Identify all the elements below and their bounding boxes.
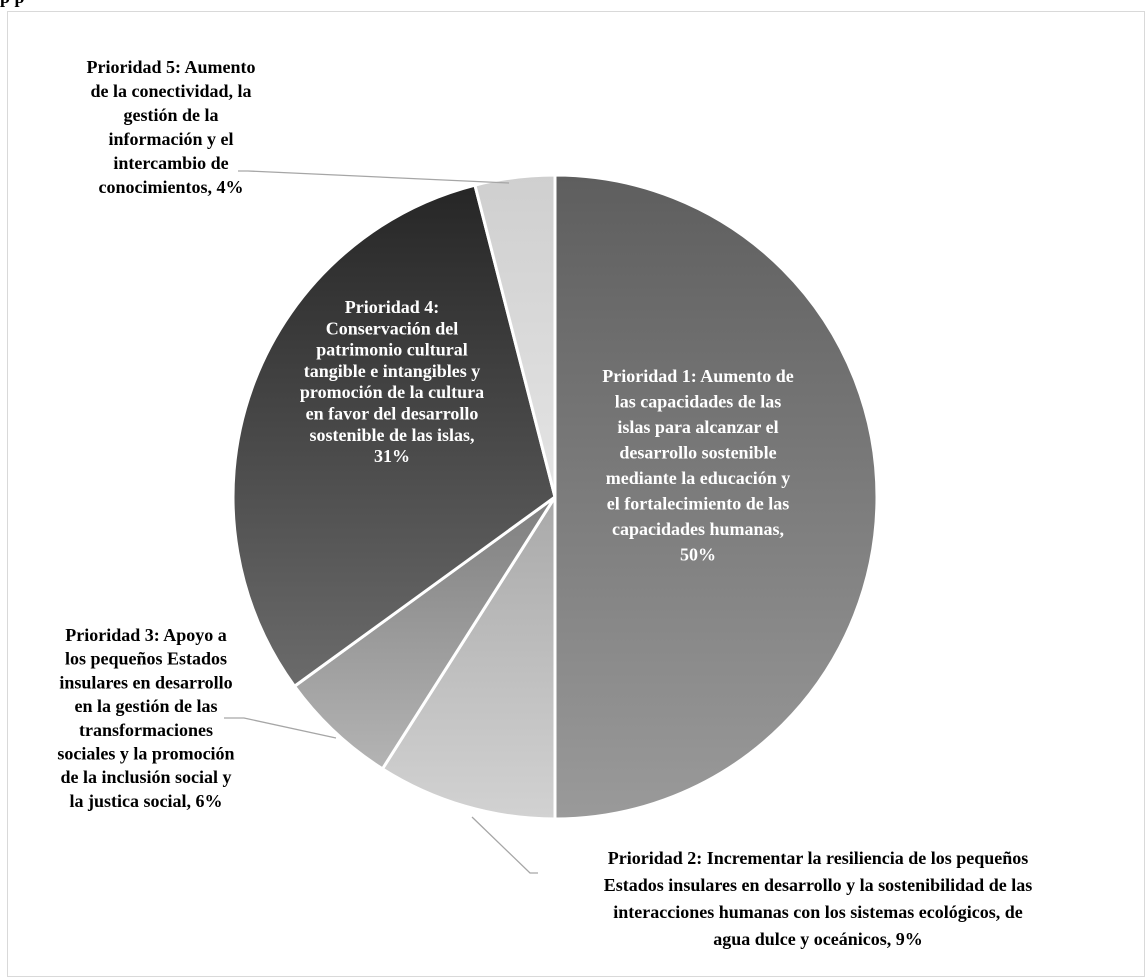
data-label-5-line: intercambio de — [113, 153, 228, 173]
data-label-5-line: conocimientos, 4% — [99, 177, 244, 197]
data-label-2-line: Estados insulares en desarrollo y la sos… — [604, 875, 1032, 895]
data-label-4-line: en favor del desarrollo — [306, 404, 479, 424]
data-label-2-line: interacciones humanas con los sistemas e… — [613, 902, 1022, 922]
data-label-2: Prioridad 2: Incrementar la resiliencia … — [604, 848, 1032, 949]
header-fragment: p p — [0, 0, 25, 8]
data-label-1-line: Prioridad 1: Aumento de — [602, 366, 794, 386]
data-label-3-line: Prioridad 3: Apoyo a — [65, 625, 227, 645]
data-label-3-line: los pequeños Estados — [65, 649, 227, 669]
leader-line-5 — [238, 170, 510, 184]
pie-slice-4 — [231, 183, 557, 688]
data-label-1: Prioridad 1: Aumento de las capacidades d… — [602, 366, 794, 565]
leader-line-2 — [471, 816, 538, 874]
data-label-3-line: sociales y la promoción — [57, 744, 234, 764]
data-labels: Prioridad 1: Aumento de las capacidades d… — [57, 57, 1032, 949]
data-label-1-line: el fortalecimiento de las — [607, 494, 789, 514]
pie-slice-3 — [293, 495, 557, 771]
data-label-5-line: gestión de la — [123, 105, 218, 125]
leader-lines — [224, 170, 538, 874]
data-label-4-line: promoción de la cultura — [300, 382, 484, 402]
data-label-3-line: en la gestión de las — [74, 696, 217, 716]
leader-line-3 — [224, 717, 337, 739]
data-label-1-line: 50% — [680, 545, 716, 565]
data-label-4-line: tangible e intangibles y — [304, 361, 481, 381]
pie-slice-1 — [553, 173, 879, 821]
data-label-5-line: Prioridad 5: Aumento — [87, 57, 256, 77]
data-label-4-line: patrimonio cultural — [316, 340, 468, 360]
pie-slice-2 — [380, 495, 557, 821]
data-label-2-line: Prioridad 2: Incrementar la resiliencia … — [608, 848, 1029, 868]
data-label-4: Prioridad 4: Conservación del patrimonio c… — [300, 297, 484, 466]
data-label-1-line: capacidades humanas, — [612, 519, 784, 539]
data-label-1-line: las capacidades de las — [615, 392, 782, 412]
data-label-5-line: información y el — [109, 129, 234, 149]
data-label-3-line: de la inclusión social y — [60, 767, 231, 787]
data-label-4-line: Prioridad 4: — [345, 297, 440, 317]
pie-slice-5 — [473, 173, 557, 499]
data-label-4-line: Conservación del — [326, 318, 459, 338]
data-label-1-line: desarrollo sostenible — [619, 443, 776, 463]
data-label-5: Prioridad 5: Aumento de la conectividad, … — [87, 57, 256, 197]
data-label-3-line: insulares en desarrollo — [59, 672, 232, 692]
data-label-3-line: la justica social, 6% — [70, 791, 223, 811]
data-label-1-line: mediante la educación y — [606, 468, 791, 488]
data-label-3: Prioridad 3: Apoyo a los pequeños Estados… — [57, 625, 234, 811]
data-label-2-line: agua dulce y oceánicos, 9% — [713, 929, 923, 949]
data-label-5-line: de la conectividad, la — [91, 81, 252, 101]
data-label-4-line: sostenible de las islas, — [309, 425, 474, 445]
pie-slices — [231, 173, 879, 821]
data-label-1-line: islas para alcanzar el — [617, 417, 778, 437]
data-label-3-line: transformaciones — [79, 720, 213, 740]
data-label-4-line: 31% — [374, 446, 410, 466]
